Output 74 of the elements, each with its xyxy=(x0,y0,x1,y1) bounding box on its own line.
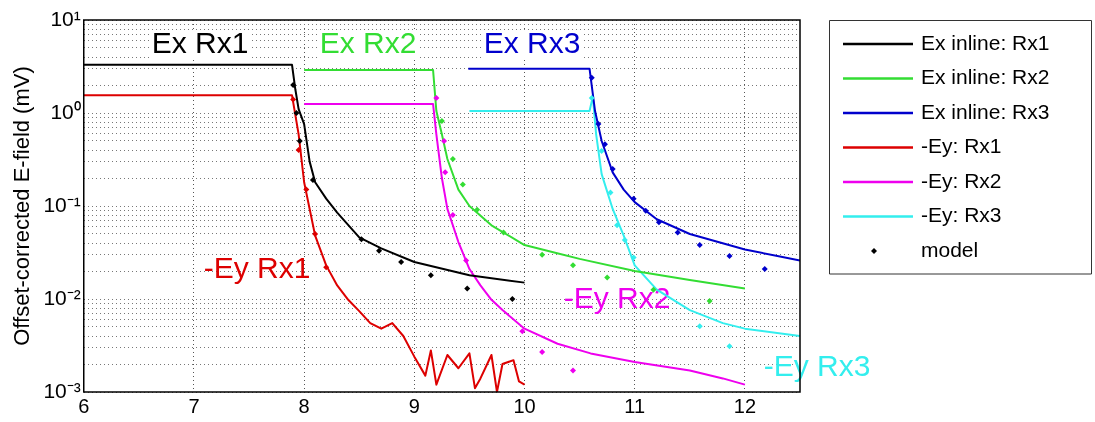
point xyxy=(312,231,319,237)
point xyxy=(630,254,637,261)
point xyxy=(726,343,733,350)
legend-label: -Ey: Rx3 xyxy=(921,203,1002,227)
point xyxy=(376,247,383,254)
point xyxy=(595,121,602,128)
point xyxy=(539,251,546,258)
point xyxy=(293,110,300,116)
annotation: Ex Rx3 xyxy=(483,26,581,60)
y-tick-label: 10¹ xyxy=(50,6,81,30)
legend-label: Ex inline: Rx1 xyxy=(921,30,1050,54)
point xyxy=(607,189,614,196)
point xyxy=(539,348,546,355)
point xyxy=(309,177,316,184)
y-tick-label: 10⁻¹ xyxy=(43,192,81,216)
y-tick-label: 10⁻³ xyxy=(43,378,81,402)
point xyxy=(630,195,637,202)
point xyxy=(598,148,605,155)
point xyxy=(290,96,297,103)
point xyxy=(706,298,713,305)
legend-label: -Ey: Rx2 xyxy=(921,168,1002,192)
point xyxy=(449,212,456,219)
point xyxy=(674,229,681,236)
point xyxy=(464,285,471,292)
x-tick-label: 6 xyxy=(78,394,90,417)
point xyxy=(696,323,703,330)
point xyxy=(474,206,481,213)
point xyxy=(398,258,405,265)
point xyxy=(427,272,434,279)
point xyxy=(449,156,456,163)
point xyxy=(290,82,297,88)
point xyxy=(459,181,466,188)
point xyxy=(621,237,628,244)
annotation: -Ey Rx2 xyxy=(563,281,671,315)
point xyxy=(433,94,440,101)
point xyxy=(655,219,662,226)
point xyxy=(588,94,595,101)
y-tick-label: 10⁻² xyxy=(43,285,81,309)
point xyxy=(642,207,649,214)
point xyxy=(509,296,516,302)
point xyxy=(441,138,448,144)
x-tick-label: 7 xyxy=(188,394,200,417)
point xyxy=(463,257,470,264)
point xyxy=(609,165,616,172)
point xyxy=(500,229,507,236)
point xyxy=(295,147,302,154)
legend-label: -Ey: Rx1 xyxy=(921,134,1002,158)
x-tick-label: 8 xyxy=(298,394,310,417)
point xyxy=(296,138,303,144)
point xyxy=(519,328,526,335)
point xyxy=(358,236,365,243)
legend-label: Ex inline: Rx3 xyxy=(921,99,1050,123)
y-tick-label: 10⁰ xyxy=(50,99,81,123)
point xyxy=(726,253,733,259)
annotation: Ex Rx1 xyxy=(151,26,249,60)
x-tick-label: 9 xyxy=(408,394,420,417)
point xyxy=(570,262,576,269)
legend-label: Ex inline: Rx2 xyxy=(921,65,1050,89)
annotation: -Ey Rx1 xyxy=(203,251,311,285)
annotation: Ex Rx2 xyxy=(319,26,417,60)
point xyxy=(323,264,330,271)
x-tick-label: 11 xyxy=(624,394,646,417)
x-tick-label: 12 xyxy=(733,394,757,417)
legend-label: model xyxy=(921,237,979,261)
y-axis-title: Offset-corrected E-field (mV) xyxy=(9,66,35,346)
point xyxy=(442,169,449,176)
x-tick-label: 10 xyxy=(513,394,536,417)
point xyxy=(570,367,576,374)
point xyxy=(438,118,445,125)
point xyxy=(696,242,703,249)
point xyxy=(303,186,310,193)
point xyxy=(761,266,768,273)
point xyxy=(604,274,611,281)
point xyxy=(588,74,595,81)
